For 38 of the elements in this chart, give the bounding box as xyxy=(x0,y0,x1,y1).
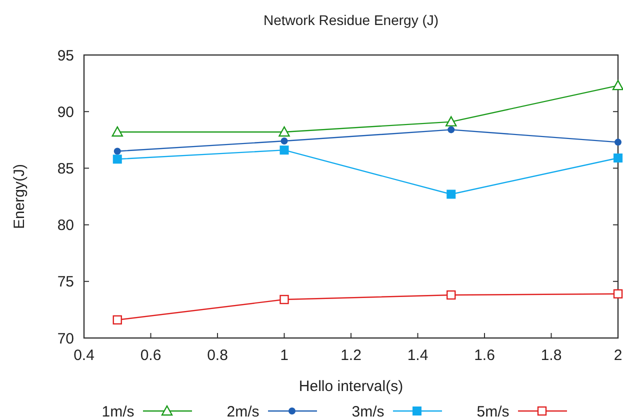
x-tick-label: 1.8 xyxy=(540,347,562,364)
legend-label: 5m/s xyxy=(476,403,510,419)
legend-label: 2m/s xyxy=(226,403,260,419)
x-tick-label: 1.6 xyxy=(474,347,495,364)
x-tick-label: 0.4 xyxy=(74,347,94,364)
point xyxy=(446,116,457,126)
x-tick-label: 1 xyxy=(280,347,288,364)
y-tick-label: 90 xyxy=(57,104,74,121)
point xyxy=(280,146,289,155)
point xyxy=(112,315,122,324)
point xyxy=(614,154,622,163)
point xyxy=(612,80,623,90)
x-tick-label: 1.4 xyxy=(407,347,428,364)
point xyxy=(280,138,288,145)
y-tick-label: 80 xyxy=(57,217,74,234)
x-tick-label: 1.2 xyxy=(340,347,362,364)
y-tick-label: 95 xyxy=(57,47,74,64)
point xyxy=(114,148,121,155)
x-tick-label: 0.8 xyxy=(207,347,228,364)
point xyxy=(446,290,456,300)
point xyxy=(112,154,122,164)
x-tick-label: 2 xyxy=(614,347,622,364)
point xyxy=(448,126,455,134)
point xyxy=(613,289,623,298)
point xyxy=(614,138,622,146)
point xyxy=(112,126,123,137)
x-axis-title: Hello interval(s) xyxy=(298,378,404,395)
legend-label: 1m/s xyxy=(102,403,134,419)
y-tick-label: 85 xyxy=(57,160,74,178)
x-tick-label: 0.6 xyxy=(140,347,162,364)
y-tick-label: 70 xyxy=(57,330,74,348)
y-tick-label: 75 xyxy=(57,274,74,291)
point xyxy=(278,126,290,137)
point xyxy=(280,294,289,304)
point xyxy=(446,190,456,199)
chart-title: Network Residue Energy (J) xyxy=(263,12,439,28)
legend-label: 3m/s xyxy=(352,403,384,419)
y-axis-title: Energy(J) xyxy=(11,164,28,230)
